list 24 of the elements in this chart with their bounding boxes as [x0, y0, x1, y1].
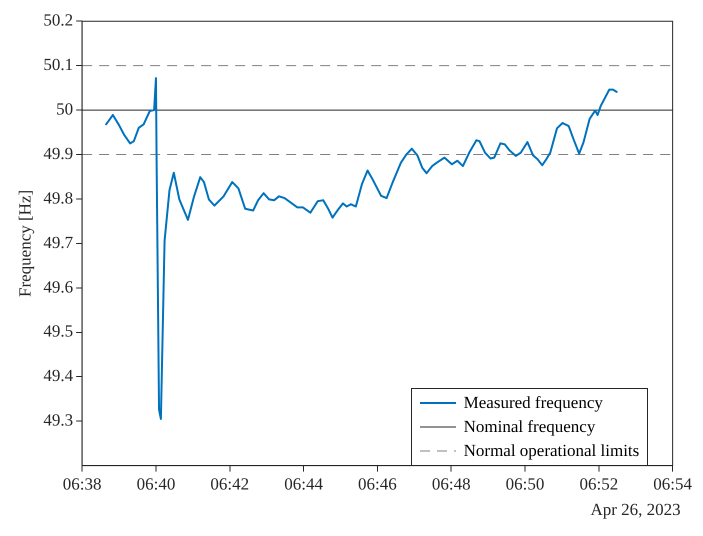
x-tick-label: 06:40	[136, 474, 176, 494]
x-tick-label: 06:52	[579, 474, 618, 494]
y-tick-label: 50.2	[43, 10, 74, 30]
x-tick-label: 06:54	[653, 474, 692, 494]
x-tick-label: 06:44	[284, 474, 324, 494]
y-tick-label: 49.8	[43, 188, 74, 208]
y-tick-label: 50	[56, 100, 74, 119]
y-tick-label: 49.5	[43, 322, 74, 341]
y-axis-title: Frequency [Hz]	[16, 190, 35, 297]
x-tick-label: 06:38	[62, 474, 102, 494]
y-tick-label: 49.9	[43, 144, 74, 163]
legend-label: Measured frequency	[464, 392, 603, 413]
x-tick-label: 06:46	[358, 474, 397, 494]
y-tick-label: 49.6	[43, 277, 74, 296]
y-tick-label: 49.7	[43, 232, 74, 252]
x-tick-label: 06:42	[210, 474, 250, 494]
y-tick-label: 49.4	[43, 366, 74, 386]
x-tick-label: 06:48	[432, 474, 471, 494]
legend-label: Nominal frequency	[464, 416, 596, 437]
y-tick-label: 50.1	[43, 55, 74, 74]
legend-label: Normal operational limits	[464, 440, 640, 461]
x-tick-label: 06:50	[506, 474, 544, 494]
y-tick-label: 49.3	[43, 410, 74, 430]
text: Apr 26, 2023	[590, 500, 681, 520]
